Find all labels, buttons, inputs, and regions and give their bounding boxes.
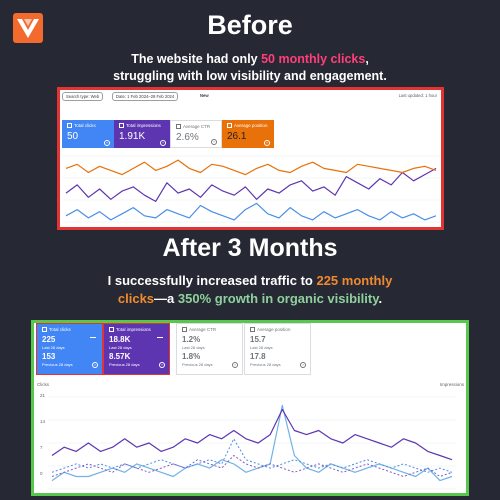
checkbox-icon <box>250 327 255 333</box>
after-subtitle-growth: 350% growth in organic visibility <box>177 291 379 306</box>
after-subtitle-dash: —a <box>154 291 178 306</box>
after-card-total-clicks[interactable]: Total clicks 225 Last 28 days 153 Previo… <box>36 323 103 375</box>
new-filter-button[interactable]: New <box>200 93 209 98</box>
card-label: Average position <box>257 327 291 332</box>
after-subtitle-highlight: 225 monthly <box>316 273 393 288</box>
help-icon[interactable]: ? <box>92 362 98 368</box>
search-type-filter[interactable]: Search type: Web <box>62 92 104 101</box>
series-line-0 <box>51 404 453 482</box>
after-title: After 3 Months <box>162 234 338 262</box>
card-period: Last 28 days <box>250 345 273 350</box>
checkbox-icon <box>176 124 181 130</box>
card-prev-value: 8.57K <box>109 352 131 361</box>
card-label: Average CTR <box>189 327 217 332</box>
before-screenshot-panel: Search type: Web Date: 1 Feb 2024–29 Feb… <box>57 87 444 230</box>
card-label: Average CTR <box>183 124 211 129</box>
card-prev-value: 17.8 <box>250 352 266 361</box>
checkbox-icon <box>182 327 187 333</box>
y-tick-label: 21 <box>40 393 46 398</box>
menu-icon[interactable] <box>90 337 96 338</box>
help-icon[interactable]: ? <box>159 362 165 368</box>
card-value: 50 <box>67 131 79 142</box>
card-value: 26.1 <box>227 131 247 142</box>
before-performance-chart <box>62 155 440 223</box>
after-card-average-ctr[interactable]: Average CTR 1.2% Last 28 days 1.8% Previ… <box>176 323 243 375</box>
card-period: Last 28 days <box>182 345 205 350</box>
after-subtitle-highlight-2: clicks <box>117 291 155 306</box>
checkbox-icon <box>67 123 72 129</box>
checkbox-icon <box>109 327 114 333</box>
card-label: Total impressions <box>116 327 151 332</box>
card-label: Average position <box>234 123 268 128</box>
before-card-average-ctr[interactable]: Average CTR 2.6% ? <box>170 120 222 148</box>
last-updated-text: Last updated: 1 hour <box>398 93 437 98</box>
card-prev-period: Previous 28 days <box>250 362 281 367</box>
card-value: 15.7 <box>250 335 266 344</box>
checkbox-icon <box>119 123 124 129</box>
y-tick-label: 0 <box>40 471 43 476</box>
card-prev-period: Previous 28 days <box>109 362 140 367</box>
after-subtitle: I successfully increased traffic to 225 … <box>0 272 500 308</box>
card-value: 1.91K <box>119 131 146 142</box>
checkbox-icon <box>42 327 47 333</box>
card-value: 2.6% <box>176 132 199 143</box>
help-icon[interactable]: ? <box>300 362 306 368</box>
series-line-2 <box>65 159 437 176</box>
before-subtitle: The website had only 50 monthly clicks, … <box>0 51 500 85</box>
before-subtitle-text: The website had only <box>131 52 262 66</box>
before-card-total-impressions[interactable]: Total impressions 1.91K ? <box>114 120 170 148</box>
after-performance-chart <box>48 396 456 490</box>
date-filter[interactable]: Date: 1 Feb 2024–29 Feb 2024 <box>112 92 179 101</box>
chevron-v-logo-icon <box>13 13 43 43</box>
before-toolbar: Search type: Web Date: 1 Feb 2024–29 Feb… <box>60 90 441 102</box>
after-card-total-impressions[interactable]: Total impressions 18.8K Last 28 days 8.5… <box>103 323 170 375</box>
y-tick-label: 7 <box>40 445 43 450</box>
card-period: Last 28 days <box>109 345 132 350</box>
card-value: 225 <box>42 335 56 344</box>
help-icon[interactable]: ? <box>211 139 217 145</box>
before-subtitle-highlight: 50 monthly clicks <box>261 52 366 66</box>
before-card-total-clicks[interactable]: Total clicks 50 ? <box>62 120 114 148</box>
y-tick-label: 14 <box>40 419 46 424</box>
help-icon[interactable]: ? <box>160 140 166 146</box>
before-card-average-position[interactable]: Average position 26.1 ? <box>222 120 274 148</box>
series-line-0 <box>65 202 437 221</box>
series-line-2 <box>51 438 453 473</box>
checkbox-icon <box>227 123 232 129</box>
before-title: Before <box>207 10 293 40</box>
card-prev-period: Previous 28 days <box>182 362 213 367</box>
after-subtitle-period: . <box>378 291 383 306</box>
help-icon[interactable]: ? <box>264 140 270 146</box>
y-axis-right-title: Impressions <box>439 382 464 387</box>
help-icon[interactable]: ? <box>232 362 238 368</box>
card-prev-value: 1.8% <box>182 352 201 361</box>
after-subtitle-text: I successfully increased traffic to <box>107 273 317 288</box>
after-screenshot-panel: Total clicks 225 Last 28 days 153 Previo… <box>31 320 469 496</box>
card-period: Last 28 days <box>42 345 65 350</box>
menu-icon[interactable] <box>157 337 163 338</box>
series-line-1 <box>51 408 453 461</box>
card-value: 18.8K <box>109 335 131 344</box>
before-subtitle-line2: struggling with low visibility and engag… <box>113 69 387 83</box>
after-card-average-position[interactable]: Average position 15.7 Last 28 days 17.8 … <box>244 323 311 375</box>
card-label: Total clicks <box>74 123 96 128</box>
before-subtitle-comma: , <box>365 52 369 66</box>
help-icon[interactable]: ? <box>104 140 110 146</box>
card-label: Total impressions <box>126 123 161 128</box>
card-prev-period: Previous 28 days <box>42 362 73 367</box>
card-prev-value: 153 <box>42 352 56 361</box>
series-line-1 <box>65 167 437 203</box>
card-label: Total clicks <box>49 327 71 332</box>
card-value: 1.2% <box>182 335 201 344</box>
y-axis-left-title: Clicks <box>37 382 49 387</box>
